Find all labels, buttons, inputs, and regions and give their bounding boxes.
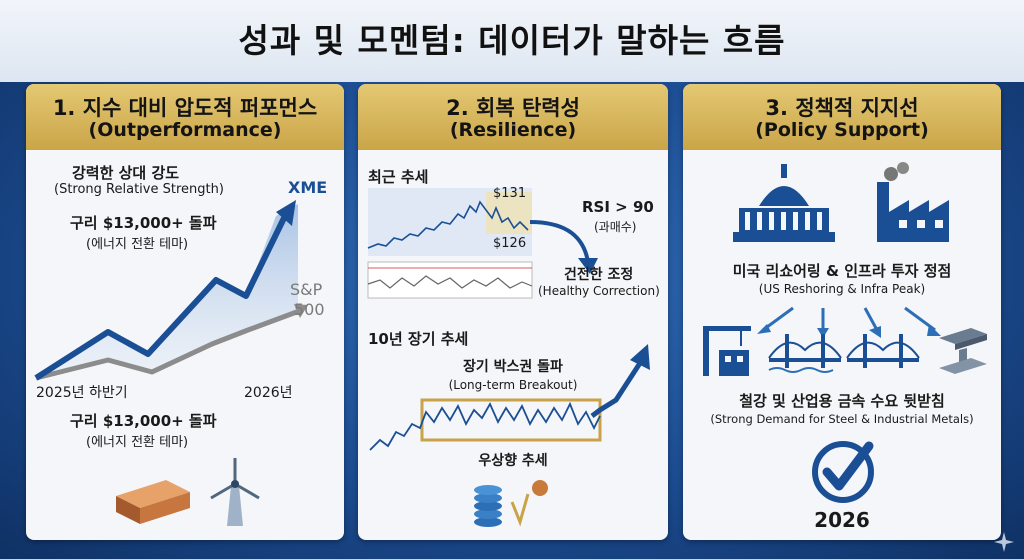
price-high-label: $131 <box>493 186 527 201</box>
copper-ingot-icon <box>116 480 190 524</box>
title-band <box>0 0 1024 82</box>
correction-label: 건전한 조정 <box>564 267 634 283</box>
factory-icon <box>877 162 949 242</box>
policy-arrows <box>757 306 941 338</box>
reshoring-label-en: (US Reshoring & Infra Peak) <box>758 282 926 296</box>
breakout-box <box>420 398 602 442</box>
outperformance-chart <box>34 200 308 381</box>
correction-label-en: (Healthy Correction) <box>538 284 660 298</box>
panel-resilience: 2. 회복 탄력성 (Resilience) 최근 추세 $131 $126 R… <box>358 84 668 540</box>
bottom-label-copper: 구리 $13,000+ 돌파 <box>70 412 217 430</box>
longterm-line <box>369 401 601 451</box>
panel-heading-en: (Resilience) <box>449 119 577 141</box>
breakout-label-en: (Long-term Breakout) <box>448 378 578 392</box>
checkmark-icon <box>812 441 874 503</box>
wind-turbine-icon <box>210 458 260 526</box>
label-relative-strength-en: (Strong Relative Strength) <box>54 182 224 197</box>
rsi-label: RSI > 90 <box>582 198 654 216</box>
x-axis-end: 2026년 <box>244 385 293 401</box>
longterm-label: 10년 장기 추세 <box>368 330 469 348</box>
crane-icon <box>703 326 751 376</box>
recent-trend-chart <box>367 188 533 299</box>
series-sp-label: S&P <box>290 280 323 299</box>
sp500-arrowhead <box>294 304 308 318</box>
steel-demand-label-en: (Strong Demand for Steel & Industrial Me… <box>710 412 974 426</box>
price-line <box>367 200 529 249</box>
correction-arrow <box>529 220 598 274</box>
label-copper-en: (에너지 전환 테마) <box>86 237 189 252</box>
rsi-chart-bg <box>367 261 533 299</box>
steel-beam-icon <box>939 328 987 374</box>
label-relative-strength: 강력한 상대 강도 <box>72 164 180 182</box>
price-low-label: $126 <box>493 236 527 251</box>
breakout-arrowhead <box>630 344 650 370</box>
xme-line <box>34 216 287 381</box>
bottom-label-copper-en: (에너지 전환 테마) <box>86 435 189 450</box>
rsi-note: (과매수) <box>594 220 637 234</box>
panel-heading-en: (Outperformance) <box>88 119 282 141</box>
steel-demand-label: 철강 및 산업용 금속 수요 뒷받침 <box>739 392 945 410</box>
year-label: 2026 <box>814 508 870 532</box>
sparkle-icon <box>994 532 1014 552</box>
panel-header: 3. 정책적 지지선 (Policy Support) <box>683 84 1001 150</box>
uptrend-label: 우상향 추세 <box>478 453 548 469</box>
panel-heading: 2. 회복 탄력성 <box>446 96 580 120</box>
series-xme-label: XME <box>288 178 328 197</box>
panel-policy-support: 3. 정책적 지지선 (Policy Support) 미국 리쇼어링 & 인프… <box>683 84 1001 540</box>
recent-trend-label: 최근 추세 <box>368 168 429 186</box>
sp500-line <box>35 307 303 381</box>
x-axis-start: 2025년 하반기 <box>36 385 128 401</box>
xme-arrowhead <box>276 200 296 226</box>
capitol-icon <box>733 164 835 242</box>
panel-heading: 3. 정책적 지지선 <box>765 96 919 120</box>
rsi-line <box>367 275 533 289</box>
coin-stack-icon <box>474 480 548 527</box>
breakout-label: 장기 박스권 돌파 <box>463 359 563 375</box>
bridge-icon-2 <box>846 334 920 368</box>
panel-outperformance: 1. 지수 대비 압도적 퍼포먼스 (Outperformance) 강력한 상… <box>26 84 344 540</box>
panel-header: 2. 회복 탄력성 (Resilience) <box>358 84 668 150</box>
page-title: 성과 및 모멘텀: 데이터가 말하는 흐름 <box>238 21 786 60</box>
panel-heading-en: (Policy Support) <box>755 119 929 141</box>
panel-heading: 1. 지수 대비 압도적 퍼포먼스 <box>52 96 318 120</box>
reshoring-label: 미국 리쇼어링 & 인프라 투자 정점 <box>732 262 952 280</box>
label-copper: 구리 $13,000+ 돌파 <box>70 214 217 232</box>
bridge-icon <box>768 334 842 373</box>
panel-header: 1. 지수 대비 압도적 퍼포먼스 (Outperformance) <box>26 84 344 150</box>
longterm-chart <box>369 344 650 451</box>
series-sp-label-2: 500 <box>294 300 325 319</box>
